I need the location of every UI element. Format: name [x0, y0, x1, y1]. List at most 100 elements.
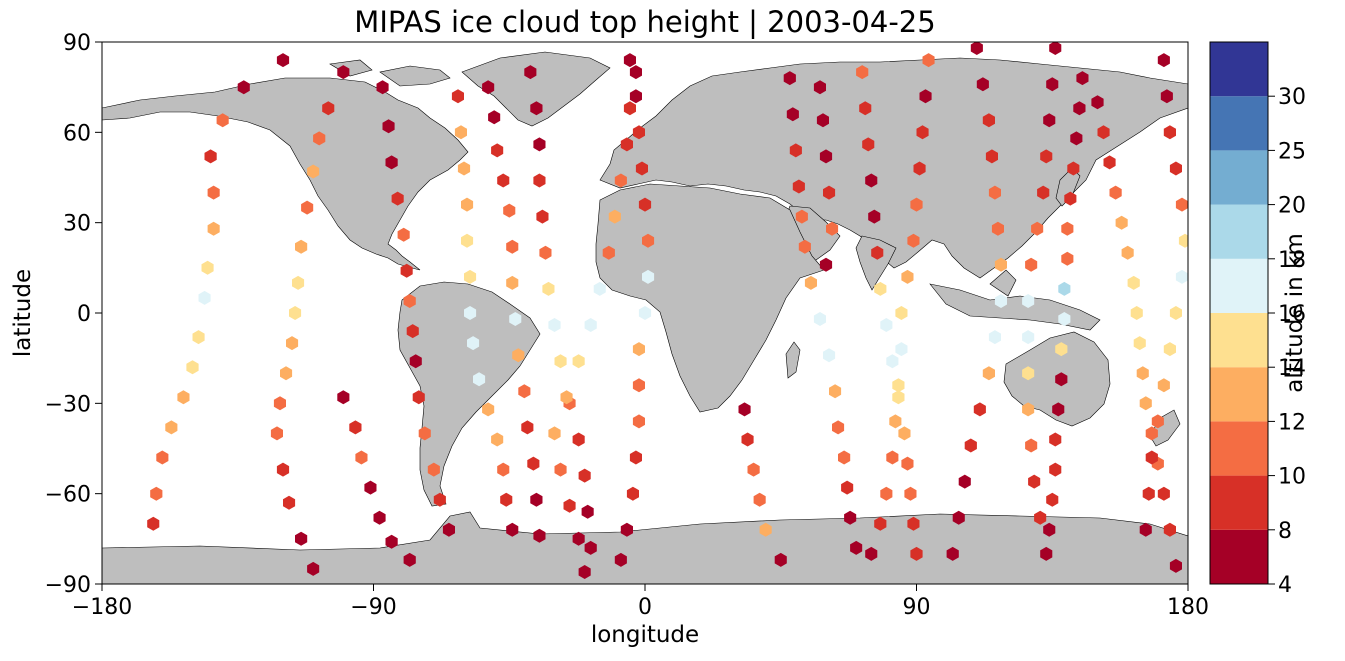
- cloud-point: [614, 552, 627, 567]
- cloud-point: [823, 348, 836, 363]
- cloud-point: [301, 200, 314, 215]
- cloud-point: [572, 354, 585, 369]
- cloud-point: [500, 492, 513, 507]
- cloud-point: [1049, 42, 1062, 55]
- cloud-point: [581, 504, 594, 519]
- cloud-point: [572, 432, 585, 447]
- cloud-point: [554, 354, 567, 369]
- colorbar-segment: [1210, 529, 1268, 584]
- cloud-point: [406, 324, 419, 339]
- cloud-point: [524, 65, 537, 80]
- y-axis: −90 −60 −30 0 30 60 90: [45, 31, 102, 598]
- y-tick-label: 60: [63, 121, 91, 146]
- cloud-point: [584, 318, 597, 332]
- cloud-point: [774, 552, 787, 567]
- cloud-point: [886, 354, 899, 369]
- cloud-point: [638, 197, 652, 212]
- cloud-point: [584, 540, 597, 555]
- cloud-point: [1115, 215, 1128, 230]
- cloud-point: [1160, 89, 1173, 104]
- cloud-point: [349, 420, 362, 435]
- cloud-point: [1040, 546, 1053, 561]
- colorbar-segment: [1210, 258, 1268, 313]
- cloud-point: [804, 275, 817, 290]
- cloud-point: [892, 390, 905, 405]
- colorbar-tick-label: 10: [1278, 465, 1306, 490]
- cloud-point: [521, 420, 534, 435]
- cloud-point: [270, 426, 283, 441]
- cloud-point: [970, 42, 983, 55]
- y-tick-label: 0: [77, 302, 91, 327]
- cloud-point: [910, 546, 923, 561]
- cloud-point: [747, 462, 760, 477]
- cloud-point: [895, 342, 908, 357]
- cloud-point: [509, 312, 522, 326]
- cloud-point: [276, 462, 290, 477]
- cloud-point: [1151, 414, 1164, 429]
- cloud-point: [473, 372, 486, 387]
- cloud-point: [889, 414, 902, 429]
- cloud-point: [283, 495, 296, 510]
- cloud-point: [886, 450, 899, 465]
- cloud-point: [442, 522, 455, 537]
- cloud-point: [1055, 342, 1068, 357]
- cloud-point: [1073, 101, 1086, 116]
- cloud-point: [1109, 185, 1122, 200]
- cloud-point: [880, 318, 893, 332]
- cloud-point: [289, 306, 302, 320]
- cloud-point: [865, 546, 878, 561]
- cloud-point: [506, 522, 519, 537]
- cloud-point: [554, 462, 567, 477]
- cloud-point: [638, 306, 652, 320]
- cloud-point: [991, 221, 1004, 236]
- cloud-point: [1136, 366, 1149, 381]
- cloud-point: [913, 161, 926, 176]
- cloud-point: [1076, 71, 1089, 86]
- cloud-point: [892, 378, 905, 393]
- cloud-point: [192, 330, 205, 345]
- cloud-point: [512, 348, 525, 363]
- colorbar-tick-label: 12: [1278, 410, 1306, 435]
- cloud-point: [355, 450, 368, 465]
- cloud-point: [1070, 131, 1083, 146]
- cloud-point: [237, 80, 250, 95]
- cloud-point: [1175, 269, 1188, 284]
- cloud-point: [1055, 372, 1068, 387]
- cloud-point: [623, 53, 636, 68]
- cloud-point: [798, 239, 811, 254]
- cloud-point: [506, 239, 519, 254]
- y-tick-label: 30: [63, 212, 91, 237]
- cloud-point: [759, 522, 772, 537]
- cloud-point: [795, 209, 808, 224]
- cloud-point: [397, 227, 410, 242]
- cloud-point: [994, 257, 1007, 272]
- cloud-point: [904, 486, 917, 501]
- cloud-point: [464, 306, 477, 320]
- cloud-point: [280, 366, 293, 381]
- x-tick-label: −180: [72, 595, 132, 620]
- cloud-point: [337, 65, 350, 80]
- cloud-point: [530, 492, 543, 507]
- cloud-point: [491, 432, 504, 447]
- cloud-points-layer: [147, 42, 1188, 579]
- cloud-point: [629, 450, 642, 465]
- cloud-point: [273, 396, 286, 411]
- x-tick-label: 90: [903, 595, 931, 620]
- cloud-point: [632, 378, 645, 393]
- cloud-point: [1031, 221, 1044, 236]
- cloud-point: [826, 221, 839, 236]
- cloud-point: [907, 233, 920, 248]
- land-greenland: [461, 51, 611, 127]
- cloud-point: [307, 561, 320, 576]
- cloud-point: [783, 71, 796, 86]
- cloud-point: [952, 510, 965, 525]
- cloud-point: [418, 426, 431, 441]
- cloud-point: [207, 221, 220, 236]
- x-axis: −180 −90 0 90 180: [72, 584, 1209, 620]
- cloud-point: [1058, 312, 1071, 326]
- cloud-point: [632, 125, 645, 140]
- cloud-point: [563, 498, 576, 513]
- cloud-point: [1163, 522, 1176, 537]
- cloud-point: [1046, 77, 1059, 92]
